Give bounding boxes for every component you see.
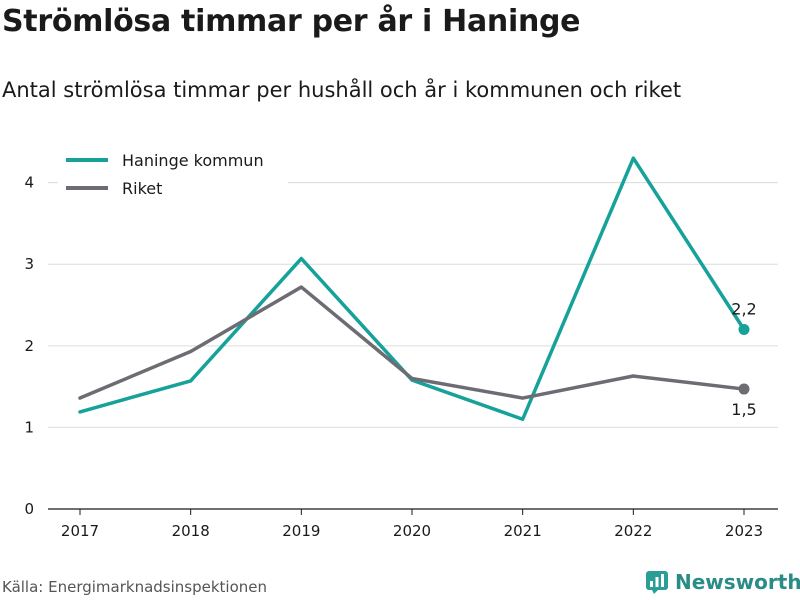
chart-subtitle: Antal strömlösa timmar per hushåll och å… — [2, 78, 682, 102]
series-lines: 2,2 1,5 — [78, 156, 757, 421]
series-end-point — [738, 383, 750, 395]
data-label: 1,5 — [731, 400, 756, 419]
legend: Haninge kommun Riket — [58, 146, 288, 204]
x-tick-label: 2021 — [504, 522, 542, 540]
legend-label: Haninge kommun — [122, 151, 264, 170]
legend-background — [58, 146, 288, 204]
brand-logo: Newsworthy — [645, 570, 800, 594]
axes: 0 1 2 3 4 2017 2018 2019 2020 2021 2022 2023 — [24, 174, 778, 540]
series-end-point — [738, 324, 750, 335]
x-tick-label: 2019 — [282, 522, 320, 540]
x-tick-label: 2017 — [61, 522, 99, 540]
y-tick-label: 3 — [24, 255, 34, 273]
data-label: 2,2 — [731, 300, 756, 319]
x-tick-label: 2018 — [172, 522, 210, 540]
y-tick-label: 4 — [24, 174, 34, 192]
x-tick-label: 2022 — [614, 522, 652, 540]
chart-title: Strömlösa timmar per år i Haninge — [2, 4, 581, 39]
newsworthy-logo-icon — [646, 571, 668, 594]
y-tick-label: 2 — [24, 337, 34, 355]
x-tick-label: 2020 — [393, 522, 431, 540]
y-tick-label: 0 — [24, 500, 34, 518]
legend-label: Riket — [122, 179, 162, 198]
x-tick-label: 2023 — [725, 522, 763, 540]
brand-name: Newsworthy — [675, 570, 800, 594]
y-tick-label: 1 — [24, 418, 34, 436]
line-chart: 0 1 2 3 4 2017 2018 2019 2020 2021 2022 2023 2,2 1,5… — [24, 146, 778, 540]
source-note: Källa: Energimarknadsinspektionen — [2, 578, 268, 596]
series-line-riket — [78, 285, 746, 400]
